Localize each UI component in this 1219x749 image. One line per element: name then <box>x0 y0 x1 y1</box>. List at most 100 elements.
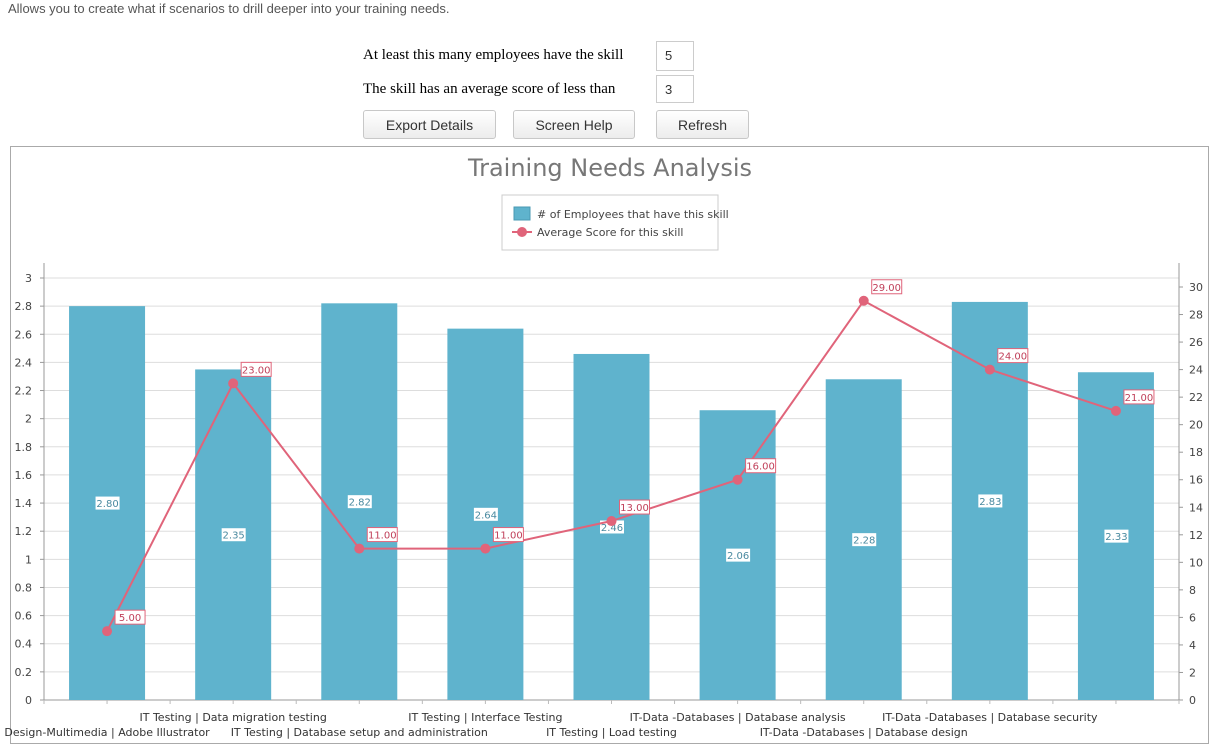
line-data-label-box <box>366 527 398 543</box>
line-data-label-box <box>114 609 146 625</box>
refresh-button[interactable]: Refresh <box>656 110 749 139</box>
left-axis-tick-label: 1.4 <box>15 497 33 510</box>
bar-data-label-box <box>1103 528 1130 544</box>
x-axis-category-label: IT-Data -Databases | Database security <box>882 711 1098 724</box>
min-employees-input[interactable]: 5 <box>656 41 694 71</box>
left-axis-tick-label: 0.4 <box>15 638 33 651</box>
bar-data-label-box <box>977 493 1004 509</box>
left-axis-tick-label: 2.4 <box>15 356 33 369</box>
line-point <box>984 364 995 375</box>
right-axis-tick-label: 24 <box>1189 364 1203 377</box>
left-axis-tick-label: 3 <box>25 272 32 285</box>
line-data-label: 29.00 <box>872 283 901 294</box>
avg-score-input[interactable]: 3 <box>656 75 694 103</box>
bar-data-label-box <box>220 527 247 543</box>
bar-data-label: 2.35 <box>223 531 245 542</box>
bar-data-label-box <box>94 495 121 511</box>
legend: # of Employees that have this skill Aver… <box>501 194 729 251</box>
right-axis-tick-label: 10 <box>1189 556 1203 569</box>
x-axis-category-label: IT Testing | Data migration testing <box>140 711 327 724</box>
left-axis-tick-label: 1.2 <box>15 525 33 538</box>
right-axis-tick-label: 4 <box>1189 639 1196 652</box>
x-axis-category-label: IT Testing | Load testing <box>546 726 677 739</box>
bar-data-label: 2.64 <box>475 510 497 521</box>
right-axis-tick-label: 14 <box>1189 501 1203 514</box>
intro-text: Allows you to create what if scenarios t… <box>8 1 450 16</box>
right-axis-tick-label: 20 <box>1189 419 1203 432</box>
line-data-label-box <box>240 361 272 377</box>
bar-data-label-box <box>725 547 752 563</box>
line-point <box>1110 405 1121 416</box>
line-point <box>606 516 617 527</box>
line-data-label: 23.00 <box>242 365 271 376</box>
left-axis-tick-label: 2.6 <box>15 328 33 341</box>
line-data-label: 11.00 <box>368 531 397 542</box>
right-axis-tick-label: 18 <box>1189 446 1203 459</box>
right-axis-tick-label: 6 <box>1189 611 1196 624</box>
left-axis-tick-label: 0 <box>25 694 32 707</box>
left-axis-tick-label: 0.8 <box>15 581 33 594</box>
right-axis-tick-label: 12 <box>1189 529 1203 542</box>
screen-help-button[interactable]: Screen Help <box>513 110 635 139</box>
bar-data-label-box <box>346 494 373 510</box>
left-axis-tick-label: 1.8 <box>15 441 33 454</box>
line-point <box>732 474 743 485</box>
legend-line-label[interactable]: Average Score for this skill <box>537 226 683 239</box>
export-details-button[interactable]: Export Details <box>363 110 496 139</box>
bar-data-label: 2.06 <box>727 551 749 562</box>
line-data-label-box <box>997 348 1029 364</box>
right-axis-tick-label: 16 <box>1189 474 1203 487</box>
legend-line-swatch <box>517 227 527 237</box>
bar-data-label-box <box>472 506 499 522</box>
line-data-label: 13.00 <box>620 503 649 514</box>
chart-title: Training Needs Analysis <box>467 154 752 182</box>
bar-data-label: 2.33 <box>1105 532 1127 543</box>
line-point <box>480 543 491 554</box>
bar-data-label: 2.46 <box>601 523 623 534</box>
line-point <box>354 543 365 554</box>
right-axis-tick-label: 22 <box>1189 391 1203 404</box>
x-axis-category-label: IT-Data -Databases | Database analysis <box>630 711 846 724</box>
line-data-label: 5.00 <box>119 613 141 624</box>
line-data-label: 21.00 <box>1125 393 1154 404</box>
x-axis-category-label: Design-Multimedia | Adobe Illustrator <box>4 726 210 739</box>
line-point <box>228 378 239 389</box>
left-axis-tick-label: 1.6 <box>15 469 33 482</box>
left-axis-tick-label: 0.6 <box>15 610 33 623</box>
x-axis-category-label: IT Testing | Database setup and administ… <box>231 726 488 739</box>
right-axis-tick-label: 26 <box>1189 336 1203 349</box>
line-data-label: 11.00 <box>494 531 523 542</box>
bar-data-label-box <box>851 532 878 548</box>
line-data-label-box <box>619 499 650 515</box>
left-axis-tick-label: 2.2 <box>15 385 33 398</box>
legend-bar-label[interactable]: # of Employees that have this skill <box>537 208 729 221</box>
line-data-label-box <box>1123 389 1155 405</box>
right-axis-tick-label: 2 <box>1189 666 1196 679</box>
min-employees-label: At least this many employees have the sk… <box>363 47 624 63</box>
avg-score-label: The skill has an average score of less t… <box>363 81 616 97</box>
right-axis-tick-label: 8 <box>1189 584 1196 597</box>
chart-container <box>10 146 1209 744</box>
x-axis-category-label: IT Testing | Interface Testing <box>408 711 562 724</box>
right-axis-tick-label: 0 <box>1189 694 1196 707</box>
right-axis-tick-label: 30 <box>1189 281 1203 294</box>
left-axis-tick-label: 2 <box>25 413 32 426</box>
bar-data-label: 2.80 <box>96 499 118 510</box>
line-point <box>858 295 869 306</box>
left-axis-tick-label: 0.2 <box>15 666 33 679</box>
right-axis-tick-label: 28 <box>1189 309 1203 322</box>
line-data-label: 16.00 <box>746 462 775 473</box>
line-data-label: 24.00 <box>999 352 1028 363</box>
line-data-label-box <box>745 458 777 474</box>
bar-data-label: 2.82 <box>349 498 371 509</box>
line-data-label-box <box>492 527 524 543</box>
legend-bar-swatch <box>513 206 531 221</box>
left-axis-tick-label: 1 <box>25 553 32 566</box>
line-data-label-box <box>871 279 903 295</box>
left-axis-tick-label: 2.8 <box>15 300 33 313</box>
line-point <box>102 626 113 637</box>
x-axis-category-label: IT-Data -Databases | Database design <box>760 726 968 739</box>
bar-data-label: 2.28 <box>853 536 875 547</box>
bar-data-label: 2.83 <box>979 497 1001 508</box>
